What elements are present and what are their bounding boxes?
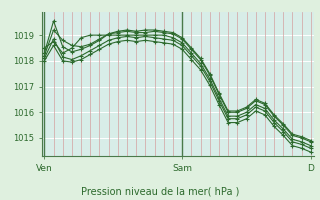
- Text: Pression niveau de la mer( hPa ): Pression niveau de la mer( hPa ): [81, 186, 239, 196]
